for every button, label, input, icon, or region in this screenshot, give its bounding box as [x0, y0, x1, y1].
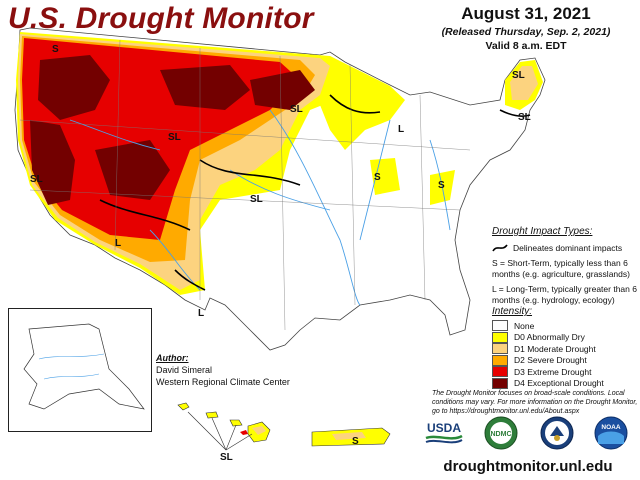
intensity-legend: Intensity: None D0 Abnormally Dry D1 Mod…: [492, 306, 638, 389]
map-label: S: [438, 180, 445, 191]
legend-swatch: [492, 320, 508, 332]
legend-label: None: [514, 320, 535, 331]
hawaii-inset: SL: [177, 402, 271, 463]
legend-swatch: [492, 354, 508, 366]
impact-line-row: Delineates dominant impacts: [492, 243, 638, 254]
impact-short-term: S = Short-Term, typically less than 6 mo…: [492, 258, 630, 279]
map-label: L: [198, 308, 204, 319]
legend-swatch: [492, 331, 508, 343]
legend-row: D4 Exceptional Drought: [492, 377, 638, 390]
intensity-heading: Intensity:: [492, 306, 533, 317]
map-label: SL: [518, 112, 531, 123]
legend-label: D4 Exceptional Drought: [514, 378, 604, 389]
impact-long-term: L = Long-Term, typically greater than 6 …: [492, 284, 637, 305]
puerto-rico-inset: S: [311, 427, 391, 447]
d4-region-nd: [250, 70, 315, 110]
impact-legend: Drought Impact Types: Delineates dominan…: [492, 226, 638, 311]
valid-time: Valid 8 a.m. EDT: [485, 40, 567, 52]
usda-logo-text: USDA: [427, 421, 461, 435]
impact-lines: [99, 94, 531, 291]
d0-region-north: [320, 56, 405, 150]
map-label: SL: [168, 132, 181, 143]
ndmc-logo-text: NDMC: [491, 431, 512, 438]
map-label: SL: [250, 194, 263, 205]
author-heading: Author:: [156, 353, 189, 363]
site-url[interactable]: droughtmonitor.unl.edu: [443, 458, 613, 475]
disclaimer-note: The Drought Monitor focuses on broad-sca…: [432, 390, 638, 416]
d1-region-ne: [510, 66, 538, 100]
noaa-logo-text: NOAA: [601, 424, 620, 431]
legend-swatch: [492, 343, 508, 355]
alaska-inset: S: [8, 308, 152, 432]
map-label: L: [115, 238, 121, 249]
d4-region-gb: [95, 140, 170, 200]
release-date: (Released Thursday, Sep. 2, 2021): [441, 26, 611, 38]
map-label: S: [374, 172, 381, 183]
map-label: SL: [220, 452, 233, 463]
state-borders: [19, 39, 471, 331]
d4-region-pnw: [38, 55, 110, 120]
usda-logo: USDA: [424, 418, 464, 451]
date-block: August 31, 2021 (Released Thursday, Sep.…: [420, 4, 632, 52]
impact-line-desc: Delineates dominant impacts: [513, 242, 623, 253]
d4-region-mt: [160, 65, 250, 110]
legend-row: D3 Extreme Drought: [492, 366, 638, 378]
legend-row: D0 Abnormally Dry: [492, 331, 638, 344]
map-label: SL: [512, 70, 525, 81]
author-block: Author: David Simeral Western Regional C…: [156, 352, 290, 388]
d0-region-in: [370, 158, 400, 195]
legend-row: D2 Severe Drought: [492, 354, 638, 367]
ndmc-logo: NDMC: [484, 416, 518, 455]
map-date: August 31, 2021: [461, 4, 591, 23]
author-name: David Simeral: [156, 365, 213, 376]
legend-label: D0 Abnormally Dry: [514, 332, 585, 343]
noaa-logo: NOAA: [594, 416, 628, 455]
map-label: S: [52, 44, 59, 55]
d4-region-ca: [30, 120, 75, 205]
commerce-logo: [540, 416, 574, 455]
map-label: SL: [290, 104, 303, 115]
legend-label: D2 Severe Drought: [514, 355, 587, 366]
impact-line-icon: [492, 244, 508, 252]
map-label: L: [398, 124, 404, 135]
legend-row: None: [492, 320, 638, 332]
author-org: Western Regional Climate Center: [156, 377, 290, 388]
legend-label: D1 Moderate Drought: [514, 343, 596, 354]
map-label: SL: [30, 174, 43, 185]
map-label: S: [352, 436, 359, 447]
impact-heading: Drought Impact Types:: [492, 226, 593, 237]
legend-row: D1 Moderate Drought: [492, 343, 638, 355]
legend-swatch: [492, 366, 508, 378]
alaska-map: S: [23, 323, 145, 410]
page-title: U.S. Drought Monitor: [8, 2, 314, 35]
legend-swatch: [492, 377, 508, 389]
legend-label: D3 Extreme Drought: [514, 366, 592, 377]
